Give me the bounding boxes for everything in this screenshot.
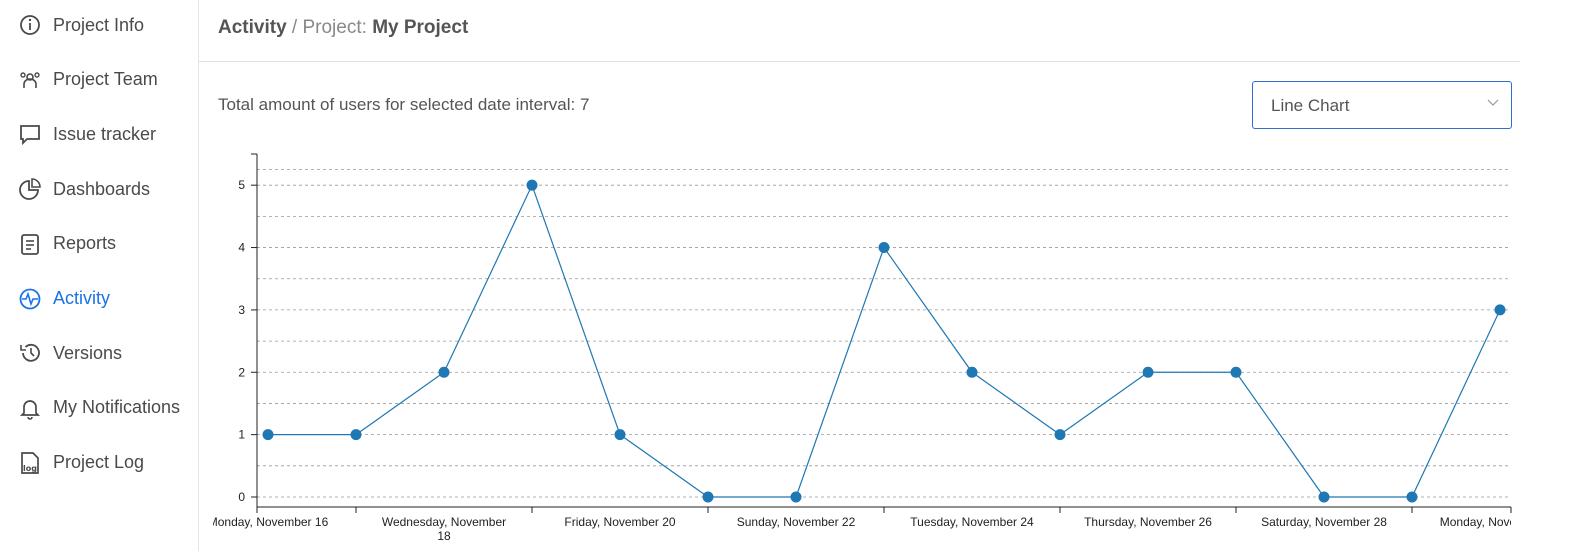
- nav-item[interactable]: My Notifications: [0, 388, 198, 428]
- point: [790, 491, 802, 503]
- point: [1230, 366, 1242, 378]
- breadcrumb: Activity / Project: My Project: [218, 17, 468, 39]
- x-tick-label-box: Tuesday, November 24: [910, 515, 1034, 529]
- nav-icon: [19, 400, 41, 420]
- nav-icon: [20, 15, 40, 35]
- nav-label: Activity: [53, 288, 111, 308]
- nav-icon: [20, 71, 40, 88]
- nav-label: Dashboards: [53, 178, 151, 199]
- x-tick-label-box: Saturday, November 28: [1261, 515, 1387, 529]
- x-tick-label: Tuesday, November 24: [910, 515, 1034, 529]
- nav-label: My Notifications: [53, 397, 181, 418]
- y-tick-label: 3: [238, 303, 245, 317]
- x-tick-label: Friday, November 20: [564, 515, 676, 529]
- x-tick-label-box: Friday, November 20: [564, 515, 676, 529]
- point: [878, 242, 890, 254]
- nav-item[interactable]: Versions: [0, 333, 198, 373]
- summary-text: Total amount of users for selected date …: [218, 95, 576, 114]
- y-tick-label: 0: [238, 490, 245, 504]
- nav-label: Issue tracker: [53, 123, 157, 144]
- nav-item[interactable]: log Project Log: [0, 443, 198, 483]
- y-tick-label: 1: [238, 428, 245, 442]
- y-tick-label: 5: [238, 178, 245, 192]
- x-tick-label-box: Sunday, November 22: [736, 515, 856, 529]
- point: [1318, 491, 1330, 503]
- nav-item[interactable]: Dashboards: [0, 169, 198, 209]
- summary-total: 7: [579, 95, 590, 114]
- nav-item[interactable]: Project Info: [0, 5, 198, 45]
- header: Activity / Project: My Project: [199, 0, 1520, 62]
- chevron: [1487, 99, 1499, 106]
- x-tick-label: Thursday, November 26: [1084, 515, 1212, 529]
- y-tick-label: 4: [238, 241, 245, 255]
- point: [1054, 429, 1066, 441]
- sidebar: Project Info Project Team Issue tracker Das…: [0, 0, 199, 551]
- nav-item[interactable]: Issue tracker: [0, 114, 198, 154]
- nav-icon: [19, 288, 41, 309]
- breadcrumb-section[interactable]: Activity: [218, 17, 287, 38]
- breadcrumb-label: Project:: [302, 17, 367, 38]
- chart: 0 1 2 3 4 5 Monday, November 16 Wednesday, Nove…: [207, 153, 1517, 543]
- x-tick-label-box: Monday, November 16: [207, 515, 329, 529]
- nav-icon: [20, 344, 40, 362]
- summary: Total amount of users for selected date …: [218, 95, 589, 115]
- point: [702, 491, 714, 503]
- nav-item[interactable]: Project Team: [0, 60, 198, 100]
- select-value: Line Chart: [1271, 96, 1350, 115]
- nav-icon: [19, 178, 41, 200]
- nav-icon: log: [21, 451, 39, 474]
- nav-label: Reports: [53, 233, 117, 254]
- point: [1142, 366, 1154, 378]
- point: [614, 429, 626, 441]
- x-labels: Monday, November 16 Wednesday, November 1…: [207, 515, 1517, 543]
- x-tick-label: Wednesday, November 18: [381, 515, 507, 543]
- nav-label: Project Team: [53, 69, 158, 90]
- point: [1494, 304, 1506, 316]
- x-tick-label-box: Wednesday, November 18: [381, 515, 507, 543]
- nav-label: Project Log: [53, 452, 145, 473]
- x-tick-label: Monday, November 30: [1439, 515, 1517, 529]
- nav-label: Project Info: [53, 14, 145, 35]
- nav-label: Versions: [53, 342, 123, 363]
- y-tick-label: 2: [238, 365, 245, 379]
- nav-icon: [21, 233, 39, 255]
- point: [350, 429, 362, 441]
- nav-item[interactable]: Activity: [0, 279, 198, 319]
- point: [966, 366, 978, 378]
- x-tick-label-box: Monday, November 30: [1439, 515, 1517, 529]
- chart-type-select[interactable]: Line Chart: [1252, 81, 1512, 129]
- point: [1406, 491, 1418, 503]
- nav-item[interactable]: Reports: [0, 224, 198, 264]
- svg-text:log: log: [23, 464, 37, 473]
- breadcrumb-project: My Project: [372, 17, 469, 38]
- point: [438, 366, 450, 378]
- breadcrumb-separator: /: [291, 17, 298, 38]
- point: [526, 179, 538, 191]
- nav-icon: [20, 125, 40, 146]
- x-tick-label: Monday, November 16: [207, 515, 329, 529]
- x-tick-label: Saturday, November 28: [1261, 515, 1387, 529]
- point: [262, 429, 274, 441]
- x-tick-label-box: Thursday, November 26: [1084, 515, 1212, 529]
- x-tick-label: Sunday, November 22: [736, 515, 856, 529]
